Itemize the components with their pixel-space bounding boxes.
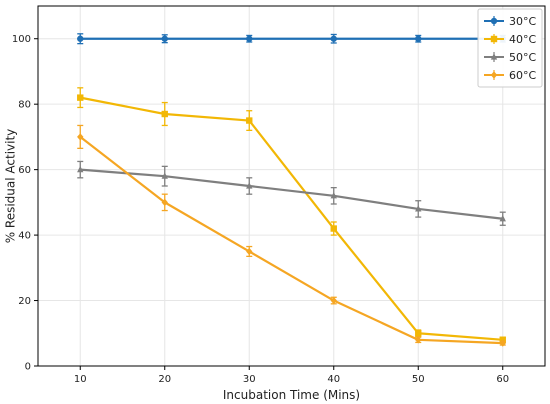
legend-label: 40°C bbox=[509, 33, 536, 46]
legend-item: 30°C bbox=[484, 15, 536, 28]
legend-label: 60°C bbox=[509, 69, 536, 82]
y-tick-label: 60 bbox=[18, 165, 31, 176]
y-axis-label: % Residual Activity bbox=[4, 129, 18, 244]
data-point bbox=[415, 330, 422, 337]
data-point bbox=[77, 165, 84, 173]
data-point bbox=[161, 110, 168, 118]
data-point bbox=[330, 296, 337, 305]
legend-marker bbox=[490, 53, 498, 60]
legend-item: 40°C bbox=[484, 33, 536, 46]
series-3 bbox=[77, 124, 506, 347]
legend-marker bbox=[490, 17, 498, 25]
x-tick-label: 10 bbox=[74, 374, 87, 385]
data-point bbox=[77, 94, 84, 101]
y-tick-label: 40 bbox=[18, 231, 31, 242]
grid-lines bbox=[38, 6, 545, 367]
legend-item: 60°C bbox=[484, 69, 536, 82]
series-line bbox=[79, 136, 503, 345]
x-tick-label: 20 bbox=[158, 374, 171, 385]
data-point bbox=[246, 35, 253, 42]
series-line bbox=[80, 96, 503, 341]
axis-ticks: 10 20 30 40 50 60 0 20 40 60 80 100 bbox=[12, 34, 509, 385]
x-axis-label: Incubation Time (Mins) bbox=[223, 388, 360, 402]
legend-label: 50°C bbox=[509, 51, 536, 64]
y-tick-label: 100 bbox=[12, 34, 31, 45]
data-point bbox=[415, 205, 422, 212]
x-tick-label: 50 bbox=[412, 374, 425, 385]
data-point bbox=[499, 214, 506, 222]
series-1 bbox=[77, 87, 506, 344]
data-point bbox=[499, 339, 506, 347]
plot-area bbox=[37, 5, 546, 367]
data-point bbox=[246, 247, 253, 256]
series-2 bbox=[77, 160, 506, 226]
data-point bbox=[161, 198, 168, 207]
data-point bbox=[77, 133, 84, 141]
legend-marker bbox=[490, 35, 498, 43]
data-point bbox=[330, 35, 337, 42]
data-point bbox=[77, 35, 84, 42]
data-point bbox=[161, 35, 168, 42]
data-point bbox=[330, 225, 337, 232]
legend-box bbox=[477, 8, 543, 88]
legend-item: 50°C bbox=[484, 51, 536, 64]
series-0 bbox=[77, 33, 506, 45]
legend-marker bbox=[490, 71, 498, 79]
data-point bbox=[330, 192, 337, 199]
y-tick-label: 0 bbox=[25, 362, 31, 373]
y-tick-label: 80 bbox=[18, 100, 31, 111]
data-point bbox=[415, 336, 422, 344]
data-point bbox=[161, 172, 168, 179]
x-tick-label: 60 bbox=[496, 374, 509, 385]
series-line bbox=[80, 168, 503, 220]
x-tick-label: 30 bbox=[243, 374, 256, 385]
legend: 30°C 40°C 50°C 60°C bbox=[477, 8, 543, 88]
data-point bbox=[246, 182, 253, 189]
x-tick-label: 40 bbox=[327, 374, 340, 385]
legend-label: 30°C bbox=[509, 15, 536, 28]
data-point bbox=[246, 117, 253, 124]
series-group bbox=[77, 33, 506, 347]
y-tick-label: 20 bbox=[18, 296, 31, 307]
data-point bbox=[415, 35, 422, 42]
